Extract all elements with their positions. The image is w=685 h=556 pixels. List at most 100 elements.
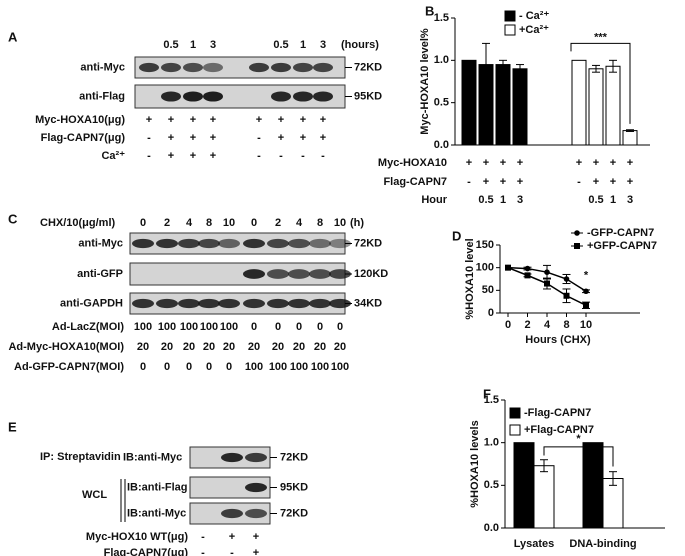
size-label: 72KD [354,237,382,249]
row-cell: - [279,150,283,162]
error-bar [609,471,617,486]
x-tick-label: 8 [563,319,569,331]
time-label: 4 [296,217,303,229]
annotation: *** [594,31,608,43]
row-cell: 20 [293,341,305,353]
row-cell: - [257,150,261,162]
row-label: Hour [421,194,447,206]
band [329,238,351,249]
row-cell: + [300,114,306,126]
band [183,91,203,102]
bar [582,442,604,529]
band [243,238,265,249]
time-unit: (h) [350,217,364,229]
row-cell: 0.5 [478,194,493,206]
row-cell: + [466,157,472,169]
significance-bracket [570,42,631,124]
row-cell: + [627,157,633,169]
blot-label: anti-Flag [79,90,125,102]
legend-label: +GFP-CAPN7 [587,240,657,252]
blot-label: anti-Myc [78,237,123,249]
y-tick-label: 1.0 [484,437,499,449]
row-cell: + [576,157,582,169]
band [178,298,200,309]
x-tick-label: 0 [505,319,511,331]
y-axis-label: %HOXA10 level [464,238,476,319]
y-tick-label: 100 [476,262,494,274]
group-label: WCL [82,489,107,501]
row-cell: 100 [331,361,349,373]
row-cell: + [320,132,326,144]
time-label: 0.5 [273,39,288,51]
error-bar [540,459,548,473]
band [161,62,181,73]
marker [544,269,550,276]
row-cell: + [610,176,616,188]
panel-label: C [8,211,18,226]
legend-swatch [509,407,521,419]
legend-swatch [504,10,516,22]
x-tick-label: 10 [580,319,592,331]
row-label: Ad-Myc-HOXA10(MOI) [8,341,124,353]
row-label: Flag-CAPN7 [383,176,447,188]
time-label: 0 [140,217,146,229]
y-tick-label: 150 [476,239,494,251]
marker [524,272,531,279]
row-cell: 0 [206,361,212,373]
row-label: Ad-GFP-CAPN7(MOI) [14,361,124,373]
annotation: * [576,433,581,445]
time-label: 10 [223,217,235,229]
row-cell: - [321,150,325,162]
legend-label: -GFP-CAPN7 [587,227,654,239]
y-tick-label: 50 [482,284,494,296]
marker [563,292,570,299]
ip-label: IP: Streptavidin [40,451,121,463]
legend-swatch [509,424,521,436]
row-cell: - [201,547,205,556]
row-cell: + [168,150,174,162]
band [203,62,223,73]
band [245,482,267,493]
row-label: Flag-CAPN7(μg) [41,132,126,144]
row-cell: 20 [137,341,149,353]
bar [513,442,535,529]
blot-label: anti-GAPDH [60,297,123,309]
row-cell: + [229,531,235,543]
size-label: 120KD [354,268,388,280]
row-cell: + [300,132,306,144]
panel-label: F [483,386,491,401]
row-cell: + [593,157,599,169]
row-cell: 0 [164,361,170,373]
row-cell: + [210,132,216,144]
row-cell: 0 [186,361,192,373]
y-tick-label: 0.0 [434,139,449,151]
row-cell: 20 [248,341,260,353]
legend-label: +Flag-CAPN7 [524,424,594,436]
row-cell: 100 [245,361,263,373]
panel-label: E [8,419,17,434]
band [218,238,240,249]
time-label: 3 [320,39,326,51]
row-cell: - [147,132,151,144]
row-cell: + [483,157,489,169]
y-axis-label: %HOXA10 levels [469,420,481,507]
blot-label: anti-GFP [77,268,123,280]
band [329,269,351,279]
marker [563,276,570,282]
marker [583,288,589,295]
blot-label: anti-Myc [80,61,125,73]
marker [544,280,550,287]
legend-marker [574,243,580,249]
time-label: 3 [210,39,216,51]
bar [605,65,621,146]
band [139,62,159,73]
bar [495,64,511,146]
row-cell: 0 [337,321,343,333]
band [267,298,289,309]
band [288,238,310,249]
band [245,452,267,463]
time-label: 2 [275,217,281,229]
row-cell: + [500,176,506,188]
marker [583,302,589,309]
row-cell: - [467,176,471,188]
